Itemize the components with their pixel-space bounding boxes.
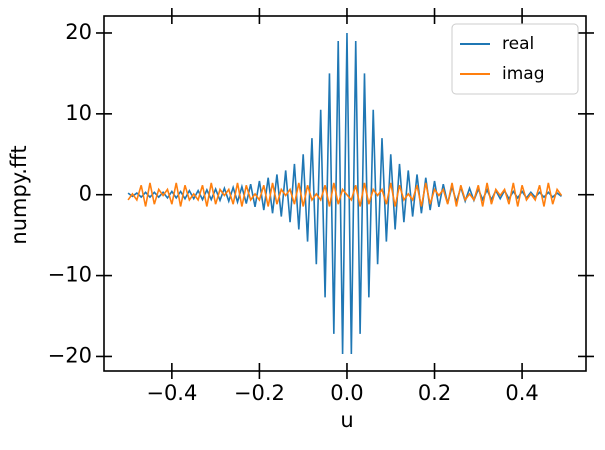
y-tick-label: −20 [48, 343, 92, 367]
legend-box [451, 23, 579, 95]
x-tick-label: 0.2 [418, 381, 451, 405]
x-tick-label: 0.4 [505, 381, 538, 405]
y-tick-label: 20 [65, 20, 92, 44]
y-tick-label: 10 [65, 101, 92, 125]
data-line [127, 182, 563, 207]
legend-label: imag [502, 64, 545, 84]
x-tick-label: 0.0 [330, 381, 363, 405]
x-axis-label: u [340, 408, 353, 432]
x-tick-label: −0.4 [146, 381, 197, 405]
axes-frame [103, 15, 587, 372]
y-tick-label: −10 [48, 263, 92, 287]
legend-label: real [502, 34, 534, 54]
y-tick-label: 0 [79, 182, 92, 206]
y-axis-label: numpy.fft [7, 145, 31, 244]
x-tick-label: −0.2 [234, 381, 285, 405]
